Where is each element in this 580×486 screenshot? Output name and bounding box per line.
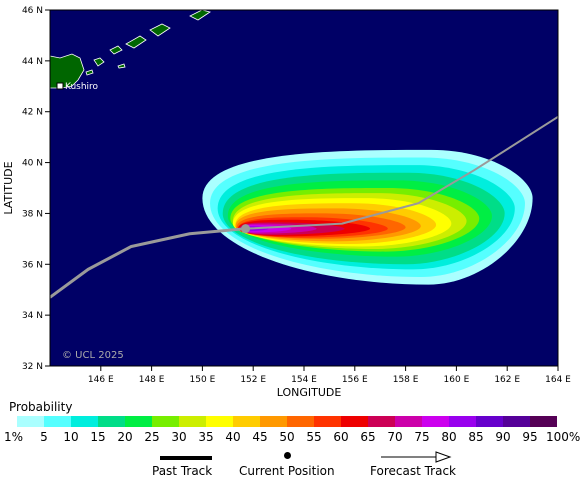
- lon-tick-label: 148 E: [139, 375, 165, 385]
- legend-label: 75: [414, 430, 430, 444]
- lon-tick-label: 158 E: [393, 375, 419, 385]
- legend-swatch: [260, 416, 287, 427]
- forecast-track-line: [245, 115, 558, 230]
- legend-swatch: [422, 416, 449, 427]
- legend-swatch: [71, 416, 98, 427]
- legend-swatch: [206, 416, 233, 427]
- legend-labels: 1% 5 10 15 20 25 30 35 40 45 50 55 60 65 70 75 80 85 90 95 1…: [0, 430, 580, 444]
- past-track-swatch: [160, 456, 212, 460]
- legend-label: 60: [333, 430, 349, 444]
- legend-label: 80: [441, 430, 457, 444]
- legend-label: 65: [360, 430, 376, 444]
- past-track-line: [50, 227, 246, 299]
- legend-swatch: [395, 416, 422, 427]
- forecast-arrow-icon: [381, 451, 452, 463]
- landmass: [50, 10, 211, 89]
- legend-swatch: [503, 416, 530, 427]
- lat-tick-label: 44 N: [22, 57, 43, 67]
- lat-tick-label: 32 N: [22, 362, 43, 372]
- legend-swatch: [341, 416, 368, 427]
- legend-label: 5: [40, 430, 48, 444]
- legend-label: 70: [387, 430, 403, 444]
- copyright-label: © UCL 2025: [62, 350, 124, 361]
- lon-tick-label: 154 E: [291, 375, 317, 385]
- forecast-track-key-label: Forecast Track: [370, 464, 456, 478]
- lat-tick-label: 42 N: [22, 108, 43, 118]
- current-position-key-label: Current Position: [239, 464, 335, 478]
- legend-label: 30: [171, 430, 187, 444]
- lon-tick-label: 164 E: [545, 375, 571, 385]
- lon-tick-label: 156 E: [342, 375, 368, 385]
- legend-swatch: [125, 416, 152, 427]
- legend-label: 50: [279, 430, 295, 444]
- x-axis-title: LONGITUDE: [277, 386, 342, 399]
- legend-label: 45: [252, 430, 268, 444]
- lat-tick-label: 36 N: [22, 260, 43, 270]
- longitude-axis: 146 E 148 E 150 E 152 E 154 E 156 E 158 E 160 E…: [88, 366, 571, 385]
- lat-tick-label: 40 N: [22, 159, 43, 169]
- legend-swatch: [368, 416, 395, 427]
- legend-swatch: [314, 416, 341, 427]
- legend-label: 10: [63, 430, 79, 444]
- city-marker: [56, 82, 64, 90]
- legend-swatch: [17, 416, 44, 427]
- latitude-axis: 46 N 44 N 42 N 40 N 38 N 36 N 34 N 32 N: [22, 6, 50, 372]
- legend-label: 1%: [4, 430, 24, 444]
- legend-label: 40: [225, 430, 241, 444]
- legend-swatch: [44, 416, 71, 427]
- legend-swatch: [530, 416, 557, 427]
- legend-swatch: [179, 416, 206, 427]
- past-track-key: Past Track: [150, 448, 225, 482]
- lon-tick-label: 152 E: [240, 375, 266, 385]
- legend-swatch: [233, 416, 260, 427]
- legend-label: 95: [522, 430, 538, 444]
- legend-label: 25: [144, 430, 160, 444]
- forecast-track-key: Forecast Track: [368, 448, 468, 482]
- current-position-marker: [241, 224, 251, 234]
- legend-label: 20: [117, 430, 133, 444]
- track-map: Kushiro © UCL 2025 46 N 44 N 42 N 40 N 38 N 3…: [2, 6, 571, 399]
- legend-swatch: [476, 416, 503, 427]
- legend-swatch: [449, 416, 476, 427]
- lon-tick-label: 146 E: [88, 375, 114, 385]
- lat-tick-label: 46 N: [22, 6, 43, 16]
- legend-label: 55: [306, 430, 322, 444]
- legend-label: 35: [198, 430, 214, 444]
- legend-swatch: [287, 416, 314, 427]
- past-track-key-label: Past Track: [152, 464, 213, 478]
- legend-label: 85: [468, 430, 484, 444]
- legend-label: 90: [495, 430, 511, 444]
- lon-tick-label: 150 E: [190, 375, 216, 385]
- city-label: Kushiro: [65, 82, 99, 92]
- legend-color-bar: [17, 416, 557, 427]
- current-position-dot: [284, 452, 291, 459]
- legend-label: 15: [90, 430, 106, 444]
- y-axis-title: LATITUDE: [2, 161, 15, 214]
- lon-tick-label: 162 E: [494, 375, 520, 385]
- lat-tick-label: 34 N: [22, 311, 43, 321]
- probability-legend: Probability 1% 5 10 15 20 25 30 35 40 45 50 55 60 65 7…: [0, 396, 580, 486]
- legend-title: Probability: [9, 400, 73, 414]
- legend-swatch: [98, 416, 125, 427]
- lon-tick-label: 160 E: [444, 375, 470, 385]
- current-position-key: Current Position: [236, 448, 346, 482]
- legend-swatch: [152, 416, 179, 427]
- legend-label: 100%: [546, 430, 580, 444]
- lat-tick-label: 38 N: [22, 209, 43, 219]
